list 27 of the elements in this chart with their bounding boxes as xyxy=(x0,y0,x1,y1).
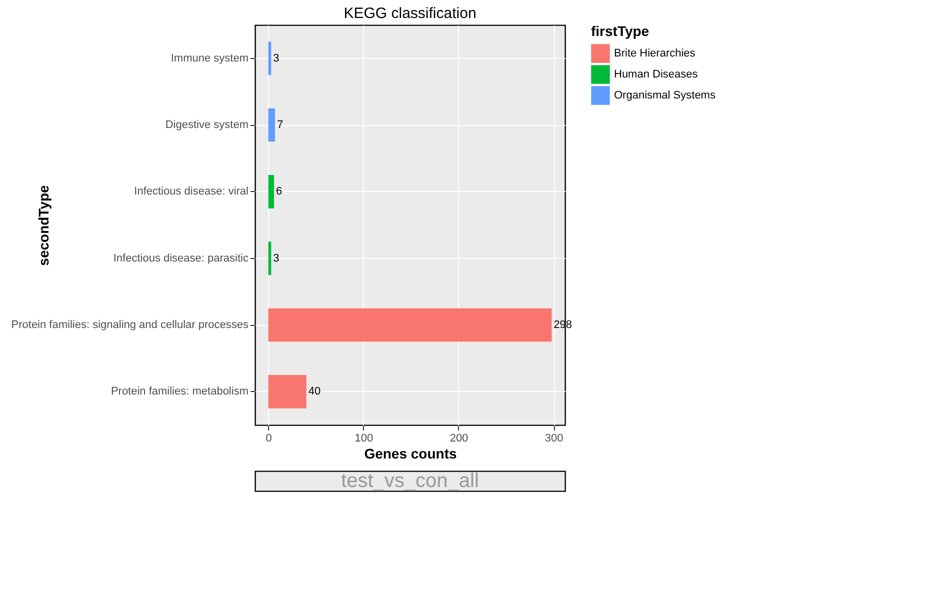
y-tick-label: Infectious disease: parasitic xyxy=(113,252,249,264)
chart-title: KEGG classification xyxy=(344,5,476,22)
x-axis-title: Genes counts xyxy=(364,446,457,462)
data-label: 6 xyxy=(276,186,282,198)
legend-title: firstType xyxy=(591,23,650,39)
legend-label: Organismal Systems xyxy=(614,90,716,102)
x-tick-label: 200 xyxy=(450,432,468,444)
bar xyxy=(268,375,306,408)
data-label: 3 xyxy=(273,52,280,64)
data-label: 3 xyxy=(273,252,280,264)
legend-label: Human Diseases xyxy=(614,68,698,80)
y-tick-label: Infectious disease: viral xyxy=(134,186,248,198)
x-tick-label: 100 xyxy=(354,432,374,444)
bar xyxy=(268,175,274,208)
bar xyxy=(268,108,275,142)
bar xyxy=(268,308,552,342)
y-tick-label: Digestive system xyxy=(165,119,248,131)
y-tick-label: Protein families: signaling and cellular processes xyxy=(11,319,249,331)
x-tick-label: 0 xyxy=(266,432,272,444)
y-axis-title: secondType xyxy=(36,184,52,266)
y-tick-label: Immune system xyxy=(170,52,248,64)
text: test_vs_con_all xyxy=(341,470,479,492)
data-label: 40 xyxy=(308,386,321,398)
legend-label: Brite Hierarchies xyxy=(614,48,696,60)
x-tick-label: 300 xyxy=(544,432,564,444)
data-label: 7 xyxy=(276,119,284,131)
y-tick-label: Protein families: metabolism xyxy=(110,386,248,398)
